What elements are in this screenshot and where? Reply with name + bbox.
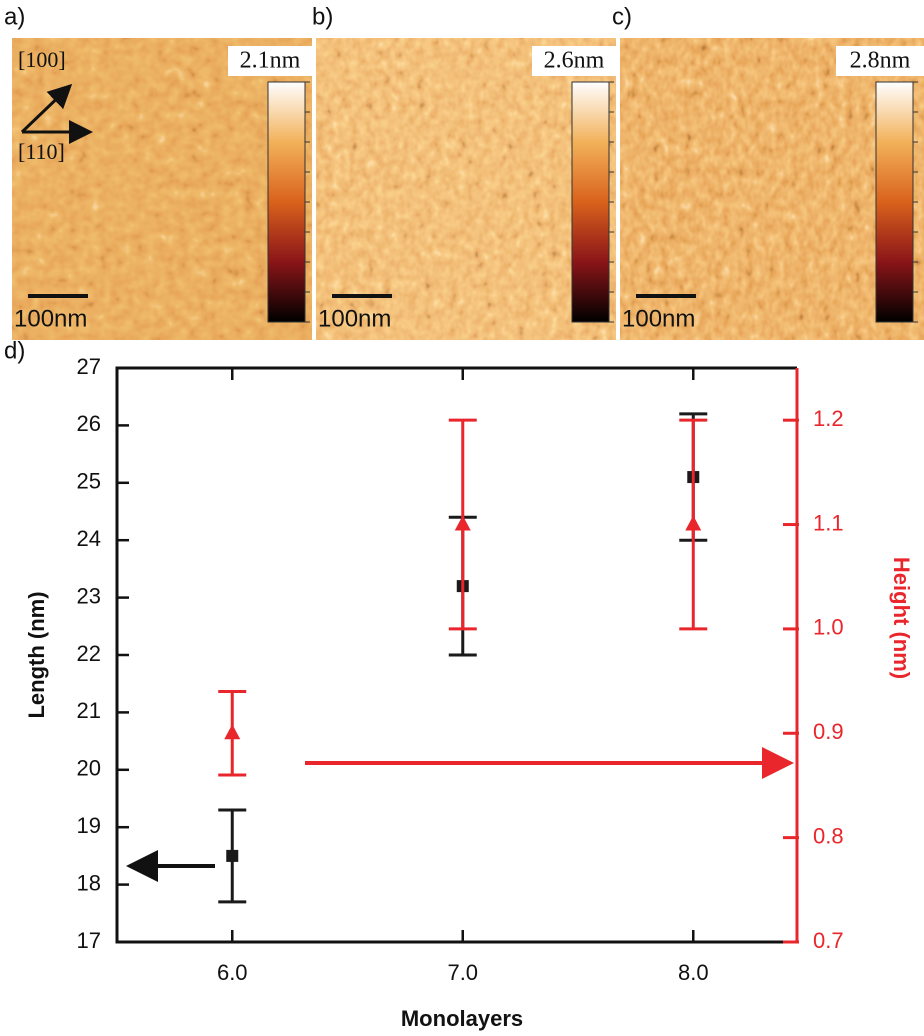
y2-tick-label: 0.7	[813, 928, 844, 953]
y-tick-label: 27	[77, 354, 101, 379]
color-bar	[875, 81, 914, 323]
scale-label-box	[532, 46, 616, 76]
direction-arrow	[20, 83, 73, 134]
y2-tick-label: 0.9	[813, 719, 844, 744]
y-tick-label: 20	[77, 756, 101, 781]
panel-label: c)	[612, 3, 632, 30]
y-tick-label: 21	[77, 698, 101, 723]
panel-label: d)	[4, 337, 25, 364]
panel-label: b)	[312, 3, 333, 30]
y-tick-label: 24	[77, 526, 101, 551]
scale-bar-label: 100nm	[622, 305, 695, 332]
x-tick-label: 6.0	[217, 960, 248, 985]
y2-tick-label: 1.2	[813, 406, 844, 431]
scale-label-box	[228, 46, 312, 76]
y-axis-label: Length (nm)	[24, 591, 49, 718]
color-bar	[267, 81, 306, 323]
y-tick-label: 18	[77, 870, 101, 895]
x-tick-label: 8.0	[678, 960, 709, 985]
y2-tick-label: 0.8	[813, 823, 844, 848]
data-point	[224, 724, 241, 740]
y2-axis-label: Height (nm)	[889, 557, 914, 679]
y2-tick-label: 1.0	[813, 615, 844, 640]
direction-label: [110]	[18, 139, 65, 164]
data-point	[454, 515, 471, 531]
x-axis-label: Monolayers	[401, 1006, 523, 1031]
chart: 6.0 7.0 8.0 17 18 19 20 21 22 23 24 25 26 27 0.7 0.8 0.9…	[77, 354, 844, 985]
afm-image	[620, 38, 924, 340]
color-scale-max: 2.6nm	[544, 48, 605, 74]
color-scale-max: 2.8nm	[850, 48, 911, 74]
y-tick-label: 23	[77, 583, 101, 608]
y-tick-label: 22	[77, 641, 101, 666]
afm-image	[316, 38, 616, 340]
panel-label: a)	[4, 3, 25, 30]
data-point	[226, 849, 239, 862]
scale-bar-label: 100nm	[318, 305, 391, 332]
y-tick-label: 25	[77, 469, 101, 494]
y-tick-label: 19	[77, 813, 101, 838]
y2-tick-label: 1.1	[813, 510, 844, 535]
data-point	[685, 515, 702, 531]
color-scale-max: 2.1nm	[240, 48, 301, 74]
y-tick-label: 26	[77, 411, 101, 436]
afm-panels: a) 2.1nm 100nm b) 2.6nm 100nm c) 2.8nm 100nm	[4, 3, 924, 340]
scale-label-box	[836, 46, 924, 76]
direction-label: [100]	[18, 47, 66, 72]
color-bar	[571, 81, 610, 323]
scale-bar-label: 100nm	[14, 305, 87, 332]
x-tick-label: 7.0	[447, 960, 478, 985]
y-tick-label: 17	[77, 928, 101, 953]
